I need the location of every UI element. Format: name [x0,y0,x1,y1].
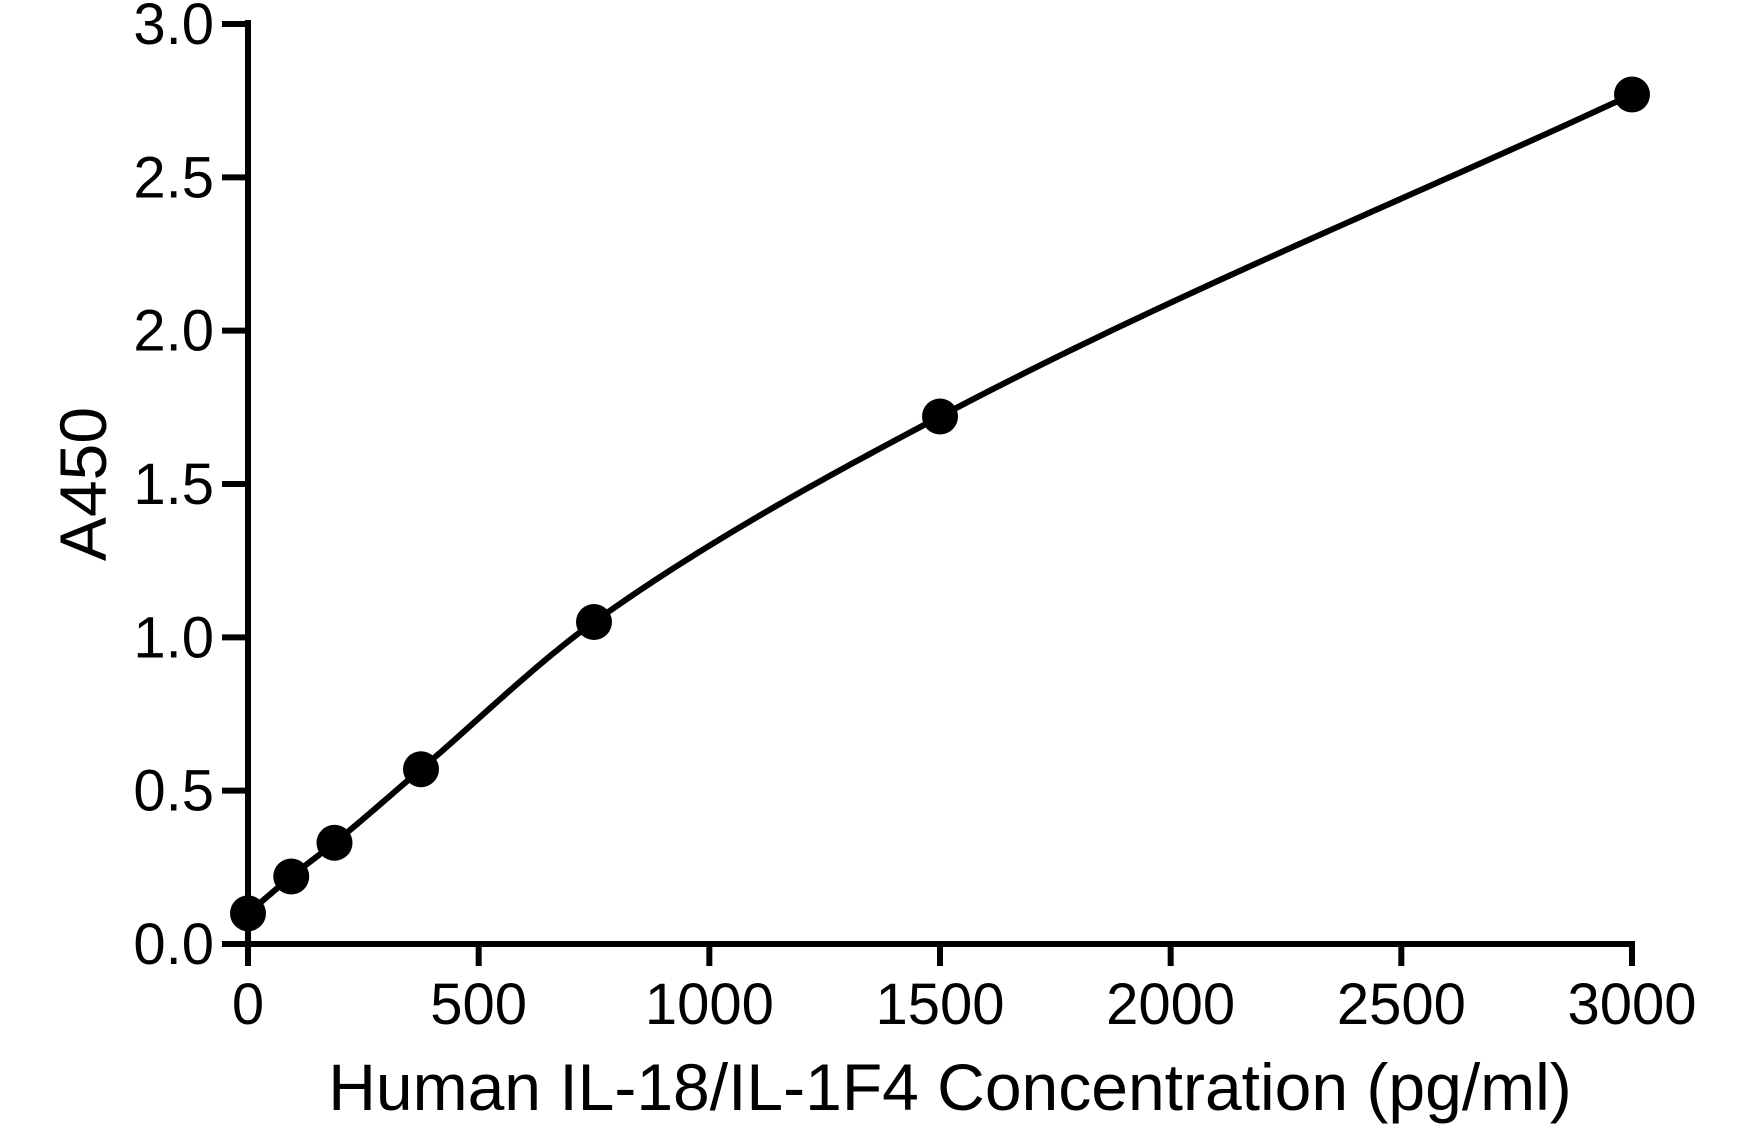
y-tick-label: 1.0 [133,605,214,670]
data-point [576,604,612,640]
axes: 0.0 0.5 1.0 1.5 2.0 2.5 3.0 0 500 1000 1500 2000 25… [133,0,1696,1037]
data-point [922,398,958,435]
y-tick-label: 1.5 [133,452,214,517]
y-tick-label: 3.0 [133,0,214,57]
data-points [230,76,1650,932]
data-point [403,751,439,788]
x-tick-label: 1500 [875,972,1004,1037]
y-tick-label: 2.0 [133,299,214,364]
fit-curve-line [246,91,1634,916]
x-tick-label: 2500 [1337,972,1466,1037]
y-tick-label: 0.5 [133,759,214,824]
y-tick-label: 2.5 [133,145,214,210]
x-tick-label: 500 [430,972,527,1037]
y-axis-ticks: 0.0 0.5 1.0 1.5 2.0 2.5 3.0 [133,0,248,977]
data-point [230,895,266,932]
x-tick-label: 3000 [1567,972,1696,1037]
x-axis-ticks: 0 500 1000 1500 2000 2500 3000 [232,944,1697,1037]
x-tick-label: 1000 [645,972,774,1037]
x-axis-title: Human IL-18/IL-1F4 Concentration (pg/ml) [328,1050,1572,1124]
y-axis-title: A450 [46,407,120,561]
data-point [1614,76,1650,113]
y-tick-label: 0.0 [133,912,214,977]
data-point [273,858,310,895]
data-point [316,824,353,861]
x-tick-label: 0 [232,972,264,1037]
x-tick-label: 2000 [1106,972,1235,1037]
